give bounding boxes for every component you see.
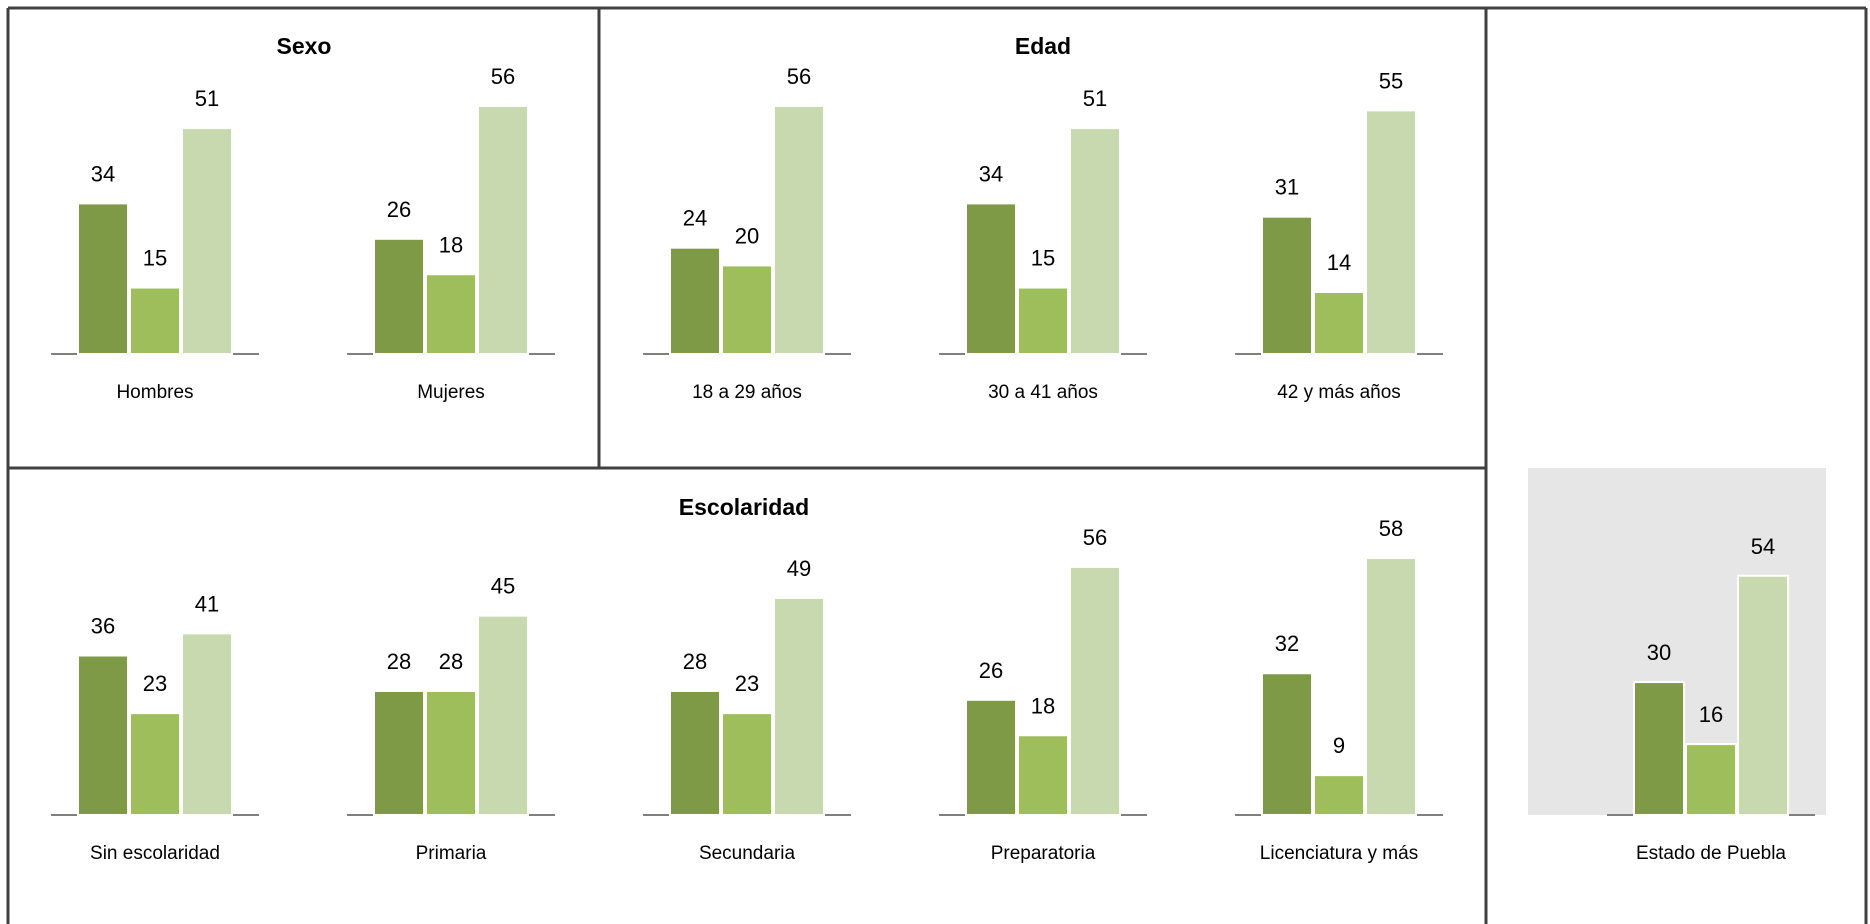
data-label-42-y-m-s-a-os-s2: 14 [1327, 250, 1351, 275]
data-label-sin-escolaridad-s3: 41 [195, 591, 219, 616]
category-label-sin-escolaridad: Sin escolaridad [90, 843, 220, 864]
data-label-42-y-m-s-a-os-s3: 55 [1379, 68, 1403, 93]
data-label-mujeres-s1: 26 [387, 197, 411, 222]
category-label-preparatoria: Preparatoria [991, 843, 1096, 864]
data-label-mujeres-s3: 56 [491, 64, 515, 89]
category-label-secundaria: Secundaria [699, 843, 796, 864]
bar-secundaria-s1 [669, 689, 721, 817]
data-label-secundaria-s2: 23 [735, 671, 759, 696]
bar-42-y-m-s-a-os-s3 [1365, 109, 1417, 355]
data-label-30-a-41-a-os-s3: 51 [1083, 86, 1107, 111]
bar-30-a-41-a-os-s1 [965, 202, 1017, 355]
bar-licenciatura-y-m-s-s3 [1365, 557, 1417, 816]
panel-title-edad: Edad [1015, 33, 1071, 59]
data-label-18-a-29-a-os-s1: 24 [683, 206, 707, 231]
category-label-licenciatura-y-m-s: Licenciatura y más [1260, 843, 1418, 864]
bar-estado-de-puebla-s3 [1737, 574, 1789, 817]
category-label-hombres: Hombres [116, 382, 193, 403]
category-label-primaria: Primaria [416, 843, 487, 864]
category-label-estado-de-puebla: Estado de Puebla [1636, 843, 1786, 864]
data-label-42-y-m-s-a-os-s1: 31 [1275, 175, 1299, 200]
data-label-secundaria-s1: 28 [683, 649, 707, 674]
data-label-sin-escolaridad-s2: 23 [143, 671, 167, 696]
data-label-30-a-41-a-os-s1: 34 [979, 161, 1003, 186]
bar-mujeres-s1 [373, 237, 425, 356]
bar-estado-de-puebla-s1 [1633, 681, 1685, 816]
data-label-estado-de-puebla-s1: 30 [1647, 640, 1671, 665]
data-label-primaria-s3: 45 [491, 574, 515, 599]
bar-estado-de-puebla-s2 [1685, 743, 1737, 816]
data-label-preparatoria-s1: 26 [979, 658, 1003, 683]
bar-licenciatura-y-m-s-s2 [1313, 774, 1365, 817]
bar-mujeres-s3 [477, 104, 529, 355]
panel-title-escolaridad: Escolaridad [679, 494, 809, 520]
data-label-secundaria-s3: 49 [787, 556, 811, 581]
bar-preparatoria-s1 [965, 698, 1017, 817]
data-label-licenciatura-y-m-s-s2: 9 [1333, 733, 1345, 758]
data-label-licenciatura-y-m-s-s1: 32 [1275, 631, 1299, 656]
data-label-licenciatura-y-m-s-s3: 58 [1379, 516, 1403, 541]
bar-18-a-29-a-os-s3 [773, 104, 825, 355]
bar-42-y-m-s-a-os-s1 [1261, 215, 1313, 355]
data-label-18-a-29-a-os-s3: 56 [787, 64, 811, 89]
bar-hombres-s2 [129, 286, 181, 355]
category-label-30-a-41-a-os: 30 a 41 años [988, 382, 1098, 403]
bar-sin-escolaridad-s3 [181, 632, 233, 816]
bar-sin-escolaridad-s2 [129, 712, 181, 816]
data-label-preparatoria-s2: 18 [1031, 693, 1055, 718]
data-label-18-a-29-a-os-s2: 20 [735, 223, 759, 248]
data-label-estado-de-puebla-s2: 16 [1699, 702, 1723, 727]
bar-primaria-s1 [373, 689, 425, 817]
bar-sin-escolaridad-s1 [77, 654, 129, 817]
bar-primaria-s2 [425, 689, 477, 817]
bar-secundaria-s2 [721, 712, 773, 816]
bar-hombres-s3 [181, 127, 233, 355]
bar-18-a-29-a-os-s2 [721, 264, 773, 355]
data-label-hombres-s1: 34 [91, 161, 115, 186]
data-label-hombres-s2: 15 [143, 246, 167, 271]
data-label-30-a-41-a-os-s2: 15 [1031, 246, 1055, 271]
data-label-primaria-s1: 28 [387, 649, 411, 674]
bar-30-a-41-a-os-s2 [1017, 286, 1069, 355]
bar-30-a-41-a-os-s3 [1069, 127, 1121, 355]
category-label-42-y-m-s-a-os: 42 y más años [1277, 382, 1401, 403]
bar-preparatoria-s2 [1017, 734, 1069, 817]
bar-primaria-s3 [477, 614, 529, 817]
category-label-18-a-29-a-os: 18 a 29 años [692, 382, 802, 403]
data-label-preparatoria-s3: 56 [1083, 525, 1107, 550]
bar-licenciatura-y-m-s-s1 [1261, 672, 1313, 816]
bar-preparatoria-s3 [1069, 565, 1121, 816]
data-label-primaria-s2: 28 [439, 649, 463, 674]
data-label-hombres-s3: 51 [195, 86, 219, 111]
data-label-mujeres-s2: 18 [439, 232, 463, 257]
bar-hombres-s1 [77, 202, 129, 355]
bar-18-a-29-a-os-s1 [669, 246, 721, 355]
panel-title-sexo: Sexo [277, 33, 332, 59]
category-label-mujeres: Mujeres [417, 382, 485, 403]
bar-secundaria-s3 [773, 596, 825, 816]
bar-42-y-m-s-a-os-s2 [1313, 290, 1365, 356]
data-label-sin-escolaridad-s1: 36 [91, 614, 115, 639]
bar-mujeres-s2 [425, 273, 477, 356]
data-label-estado-de-puebla-s3: 54 [1751, 534, 1775, 559]
